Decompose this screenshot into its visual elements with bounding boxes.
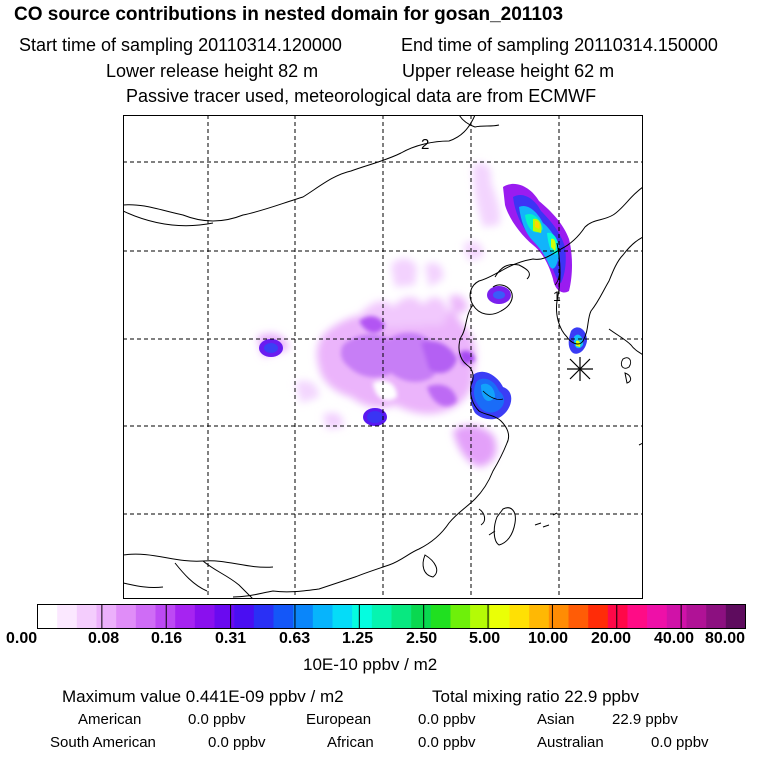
source-contribution-map: 2 1 (123, 115, 643, 599)
colorbar-tick-label: 80.00 (705, 630, 746, 647)
colorbar-cell (391, 604, 412, 629)
colorbar-cell (352, 604, 373, 629)
colorbar-cell (57, 604, 78, 629)
colorbar-dividers (101, 604, 682, 629)
colorbar-cell (470, 604, 491, 629)
colorbar (37, 604, 746, 629)
trajectory-label-2: 2 (421, 136, 429, 153)
end-time: End time of sampling 20110314.150000 (401, 35, 718, 55)
colorbar-cell (627, 604, 648, 629)
colorbar-cell (647, 604, 668, 629)
colorbar-cell (37, 604, 58, 629)
colorbar-cell (706, 604, 727, 629)
colorbar-cell (253, 604, 274, 629)
colorbar-cell (430, 604, 451, 629)
colorbar-cell (332, 604, 353, 629)
total-mixing-ratio: Total mixing ratio 22.9 ppbv (432, 687, 639, 706)
colorbar-cell (529, 604, 550, 629)
colorbar-tick-label: 0.31 (215, 630, 247, 647)
colorbar-tick-label: 2.50 (406, 630, 438, 647)
graticule (123, 115, 642, 598)
australian-value: 0.0 ppbv (651, 734, 709, 751)
asian-value: 22.9 ppbv (612, 711, 678, 728)
plume-gosan (568, 327, 587, 354)
upper-release-height: Upper release height 62 m (402, 61, 615, 81)
colorbar-cell (588, 604, 609, 629)
african-label: African (327, 734, 374, 751)
colorbar-tick-label: 10.00 (528, 630, 569, 647)
max-value: Maximum value 0.441E-09 ppbv / m2 (62, 687, 344, 706)
colorbar-tick-label: 5.00 (469, 630, 501, 647)
asian-label: Asian (537, 711, 575, 728)
plume-mid (341, 316, 475, 407)
colorbar-tick-label: 1.25 (342, 630, 374, 647)
colorbar-cell (293, 604, 314, 629)
colorbar-cell (371, 604, 392, 629)
colorbar-cell (214, 604, 235, 629)
colorbar-tick-label: 40.00 (654, 630, 695, 647)
coastlines (123, 115, 642, 598)
colorbar-cell (411, 604, 432, 629)
receptor-marker (567, 357, 593, 381)
colorbar-tick-label: 0.63 (279, 630, 311, 647)
colorbar-cell (116, 604, 137, 629)
colorbar-cell (76, 604, 97, 629)
colorbar-tick-label: 20.00 (591, 630, 632, 647)
south-american-value: 0.0 ppbv (208, 734, 266, 751)
colorbar-cell (175, 604, 196, 629)
colorbar-tick-label: 0.00 (6, 630, 38, 647)
colorbar-cell (489, 604, 510, 629)
map-frame (123, 115, 643, 599)
australian-label: Australian (537, 734, 604, 751)
trajectory-label-1: 1 (553, 288, 561, 304)
south-american-label: South American (50, 734, 156, 751)
colorbar-cell (509, 604, 530, 629)
contribution-field (257, 162, 587, 467)
colorbar-cell (273, 604, 294, 629)
colorbar-cell (548, 604, 569, 629)
colorbar-cell (725, 604, 746, 629)
lower-release-height: Lower release height 82 m (106, 61, 319, 81)
african-value: 0.0 ppbv (418, 734, 476, 751)
european-value: 0.0 ppbv (418, 711, 476, 728)
american-label: American (78, 711, 142, 728)
start-time: Start time of sampling 20110314.120000 (19, 35, 342, 55)
colorbar-cell (135, 604, 156, 629)
colorbar-cell (666, 604, 687, 629)
american-value: 0.0 ppbv (188, 711, 246, 728)
colorbar-cell (568, 604, 589, 629)
colorbar-units: 10E-10 ppbv / m2 (303, 655, 438, 674)
colorbar-cell (155, 604, 176, 629)
colorbar-cell (194, 604, 215, 629)
plume-northeast (503, 183, 572, 293)
colorbar-cell (96, 604, 117, 629)
colorbar-cells (37, 604, 746, 629)
colorbar-cell (607, 604, 628, 629)
colorbar-cell (234, 604, 255, 629)
colorbar-cell (312, 604, 333, 629)
colorbar-cell (686, 604, 707, 629)
page-title: CO source contributions in nested domain… (14, 4, 564, 25)
colorbar-cell (450, 604, 471, 629)
colorbar-tick-label: 0.08 (88, 630, 120, 647)
tracer-note: Passive tracer used, meteorological data… (126, 86, 597, 106)
european-label: European (306, 711, 372, 728)
colorbar-tick-label: 0.16 (151, 630, 183, 647)
